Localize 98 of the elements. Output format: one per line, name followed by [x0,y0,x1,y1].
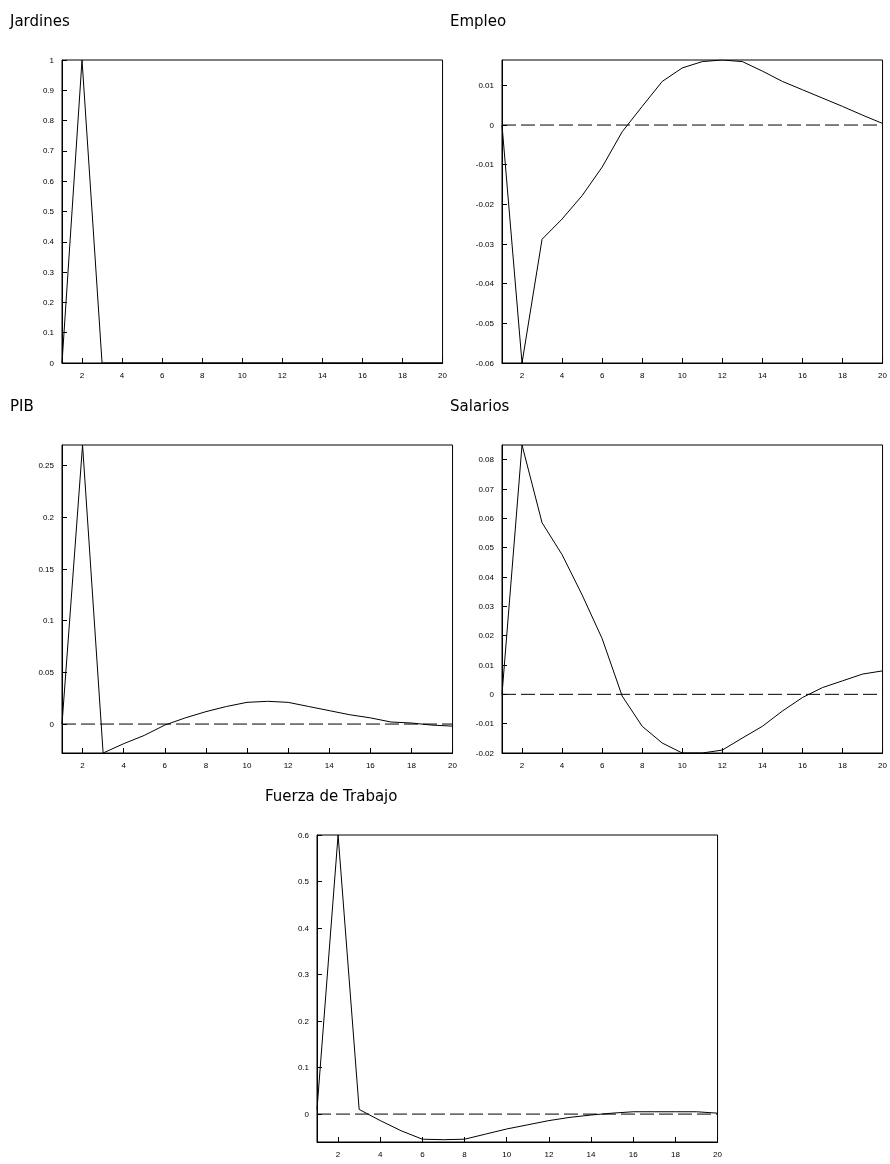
y-tick-label: 0.01 [478,660,495,670]
y-tick-label: -0.06 [475,358,495,368]
x-tick-label: 18 [670,1149,681,1159]
x-tick-label: 6 [420,1149,426,1159]
y-tick-label: -0.01 [475,719,495,729]
y-tick-label: -0.02 [475,199,495,209]
y-tick-label: 0 [49,358,55,368]
x-tick-label: 4 [121,760,127,770]
x-tick-label: 4 [378,1149,384,1159]
x-tick-label: 6 [159,370,165,380]
y-tick-label: 0.6 [297,830,310,840]
y-tick-label: 0.08 [478,455,495,465]
y-tick-label: 0.04 [478,572,495,582]
chart-title: PIB [10,396,34,415]
x-tick-label: 14 [586,1149,597,1159]
y-tick-label: 0 [304,1109,310,1119]
x-tick-label: 4 [559,760,565,770]
x-tick-label: 14 [317,370,328,380]
chart-title: Fuerza de Trabajo [265,786,398,805]
x-tick-label: 16 [797,370,808,380]
y-tick-label: 0.5 [42,207,55,216]
y-tick-label: 0.1 [42,616,55,626]
y-tick-label: 0.9 [42,85,55,95]
x-tick-label: 10 [677,370,688,380]
x-tick-label: 10 [242,760,252,770]
x-tick-label: 20 [713,1149,723,1159]
x-tick-label: 4 [559,370,565,380]
x-tick-label: 12 [717,370,728,380]
y-tick-label: 0.4 [42,237,55,247]
y-tick-label: -0.04 [475,279,495,289]
y-tick-label: -0.03 [475,239,495,249]
y-tick-label: 0.01 [478,80,495,90]
y-tick-label: 0 [489,689,495,699]
x-tick-label: 16 [365,760,376,770]
x-tick-label: 16 [797,760,808,770]
y-tick-label: 0.25 [38,461,55,471]
x-tick-label: 6 [599,760,605,770]
y-tick-label: 0.1 [42,328,55,338]
x-tick-label: 12 [277,370,288,380]
y-tick-label: 0.2 [42,512,55,522]
x-tick-label: 20 [438,370,448,380]
x-tick-label: 20 [878,760,888,770]
x-tick-label: 18 [838,370,848,380]
x-tick-label: 2 [80,760,86,770]
x-tick-label: 12 [544,1149,554,1159]
x-tick-label: 6 [599,370,605,380]
y-tick-label: 0.1 [297,1063,310,1073]
y-tick-label: 0.4 [297,923,310,933]
x-tick-label: 10 [677,760,688,770]
y-tick-label: 0.03 [478,601,495,611]
y-tick-label: 0.06 [478,513,495,523]
x-tick-label: 20 [448,760,458,770]
y-tick-label: 0.5 [297,877,310,887]
y-tick-label: 0.3 [42,267,55,277]
y-tick-label: 0.3 [297,970,310,980]
x-tick-label: 2 [79,370,85,380]
x-tick-label: 12 [717,760,728,770]
x-tick-label: 6 [162,760,168,770]
y-tick-label: 0.2 [42,297,55,307]
y-tick-label: 0.6 [42,176,55,186]
x-tick-label: 8 [203,760,209,770]
x-tick-label: 16 [357,370,368,380]
y-tick-label: 0 [489,120,495,130]
x-tick-label: 8 [462,1149,468,1159]
y-tick-label: 0 [49,719,55,729]
x-tick-label: 8 [199,370,205,380]
y-tick-label: 0.7 [42,146,55,156]
x-tick-label: 8 [639,370,645,380]
y-tick-label: -0.05 [475,318,495,328]
chart-title: Empleo [450,11,507,30]
x-tick-label: 2 [335,1149,341,1159]
y-tick-label: -0.02 [475,748,495,758]
y-tick-label: 0.07 [478,484,495,494]
y-tick-label: -0.01 [475,160,495,170]
y-tick-label: 0.05 [478,543,495,553]
x-tick-label: 4 [119,370,125,380]
x-tick-label: 8 [639,760,645,770]
x-tick-label: 20 [878,370,888,380]
x-tick-label: 14 [757,760,768,770]
y-tick-label: 0.8 [42,116,55,126]
x-tick-label: 18 [406,760,417,770]
chart-title: Salarios [450,396,510,415]
x-tick-label: 18 [838,760,848,770]
x-tick-label: 2 [519,370,525,380]
x-tick-label: 18 [398,370,408,380]
x-tick-label: 10 [237,370,248,380]
y-tick-label: 0.02 [478,631,495,641]
y-tick-label: 1 [49,55,55,65]
y-tick-label: 0.05 [38,667,55,677]
x-tick-label: 2 [519,760,525,770]
x-tick-label: 14 [757,370,768,380]
x-tick-label: 10 [502,1149,512,1159]
chart-title: Jardines [9,11,70,30]
y-tick-label: 0.15 [38,564,55,574]
x-tick-label: 16 [628,1149,639,1159]
y-tick-label: 0.2 [297,1016,310,1026]
x-tick-label: 14 [324,760,335,770]
x-tick-label: 12 [283,760,294,770]
